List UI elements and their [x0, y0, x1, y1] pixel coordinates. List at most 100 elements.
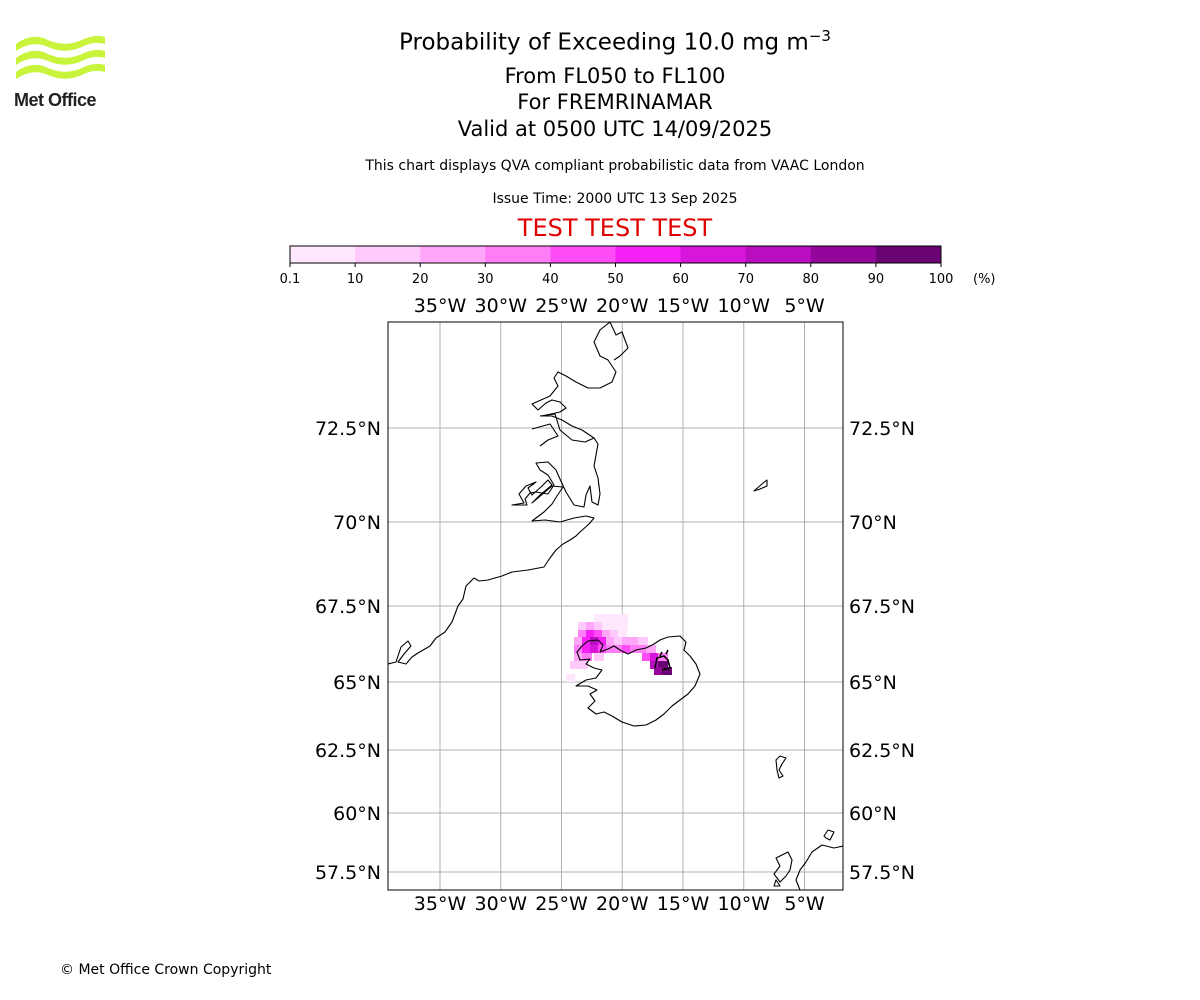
plume-cell [594, 653, 604, 661]
colorbar-box [615, 246, 682, 263]
valid-time: Valid at 0500 UTC 14/09/2025 [457, 117, 773, 141]
colorbar-tick-label: 0.1 [280, 272, 301, 287]
jan-mayen-coast [753, 479, 768, 492]
plume-cell [602, 622, 612, 630]
plume-cell [642, 653, 652, 661]
title-main: Probability of Exceeding 10.0 mg m [399, 29, 809, 56]
plume-cell [658, 661, 668, 669]
plume-cell [578, 622, 588, 630]
faroe-islands-coast [775, 755, 787, 779]
plume-cell [606, 637, 616, 645]
latitude-label: 60°N [333, 803, 381, 825]
colorbar-unit: (%) [973, 272, 996, 287]
latitude-label: 65°N [333, 672, 381, 694]
colorbar-box [355, 246, 421, 263]
colorbar: 0.1 10 20 30 40 50 60 70 80 90 100 (%) [280, 245, 996, 287]
plume-cell [586, 630, 595, 638]
colorbar-tick-label: 50 [607, 272, 624, 287]
latitude-label: 67.5°N [315, 596, 381, 618]
plume-cell [566, 674, 575, 682]
plume-cell [630, 645, 640, 653]
colorbar-box [745, 246, 812, 263]
latitude-label: 70°N [849, 512, 897, 534]
longitude-label: 35°W [414, 295, 467, 317]
colorbar-tick-label: 70 [737, 272, 754, 287]
longitude-label: 25°W [535, 893, 588, 915]
latitude-label: 60°N [849, 803, 897, 825]
colorbar-box [680, 246, 747, 263]
met-office-logo: Met Office [14, 30, 114, 115]
latitude-label: 62.5°N [315, 740, 381, 762]
plume-cell [646, 645, 656, 653]
colorbar-box [550, 246, 616, 263]
plume-cell [594, 630, 603, 638]
plume-cell [602, 630, 611, 638]
colorbar-tick-label: 80 [803, 272, 820, 287]
met-office-logo-text: Met Office [14, 90, 97, 110]
map-frame [387, 321, 844, 891]
colorbar-tick-label: 40 [542, 272, 559, 287]
plume-cell [630, 637, 640, 645]
test-banner: TEST TEST TEST [517, 214, 713, 242]
plume-cell [618, 630, 627, 638]
plume-cell [598, 637, 608, 645]
plume-cell [582, 637, 592, 645]
plume-cell [594, 614, 604, 622]
longitude-label: 20°W [596, 893, 649, 915]
location-name: For FREMRINAMAR [517, 90, 713, 114]
latitude-label: 57.5°N [315, 862, 381, 884]
longitude-label: 25°W [535, 295, 588, 317]
longitude-label: 15°W [657, 295, 710, 317]
colorbar-box [810, 246, 877, 263]
title-exponent: −3 [808, 27, 831, 45]
greenland-coast [388, 322, 617, 665]
latitude-label: 65°N [849, 672, 897, 694]
colorbar-tick-label: 60 [672, 272, 689, 287]
longitude-label: 30°W [475, 295, 528, 317]
colorbar-tick-label: 100 [929, 272, 954, 287]
plume-cell [618, 622, 628, 630]
shetland-coast [823, 829, 835, 841]
latitude-label: 62.5°N [849, 740, 915, 762]
longitude-label: 35°W [414, 893, 467, 915]
colorbar-tick-label: 90 [868, 272, 885, 287]
plume-cell [638, 637, 648, 645]
plume-cell [654, 667, 663, 675]
ash-probability-plume [566, 614, 672, 682]
colorbar-box [290, 246, 356, 263]
colorbar-tick-label: 10 [347, 272, 364, 287]
coastlines [388, 322, 843, 890]
plume-cell [610, 622, 620, 630]
longitude-label: 15°W [657, 893, 710, 915]
plume-cell [610, 630, 619, 638]
longitude-label: 5°W [784, 893, 825, 915]
longitude-label: 5°W [784, 295, 825, 317]
flight-levels: From FL050 to FL100 [504, 64, 726, 88]
longitude-label: 10°W [718, 893, 771, 915]
plume-cell [622, 637, 632, 645]
plume-cell [590, 637, 600, 645]
colorbar-box [420, 246, 486, 263]
latitude-label: 72.5°N [315, 418, 381, 440]
plume-cell [650, 653, 660, 661]
plume-cell [594, 622, 604, 630]
copyright-notice: © Met Office Crown Copyright [60, 962, 272, 978]
iceland-coast [575, 635, 701, 727]
met-office-wave-icon [16, 35, 105, 79]
chart-title: Probability of Exceeding 10.0 mg m−3 [0, 27, 1200, 56]
plume-cell [606, 645, 616, 653]
plume-cell [610, 614, 620, 622]
colorbar-tick-label: 20 [412, 272, 429, 287]
plume-cell [618, 614, 628, 622]
plume-cell [586, 622, 596, 630]
plume-cell [614, 637, 624, 645]
latitude-label: 72.5°N [849, 418, 915, 440]
colorbar-box [875, 246, 942, 263]
plume-cell [582, 653, 592, 661]
data-note: This chart displays QVA compliant probab… [365, 158, 865, 174]
plume-cell [582, 645, 592, 653]
plume-cell [662, 667, 672, 675]
latitude-label: 67.5°N [849, 596, 915, 618]
plume-cell [598, 645, 608, 653]
